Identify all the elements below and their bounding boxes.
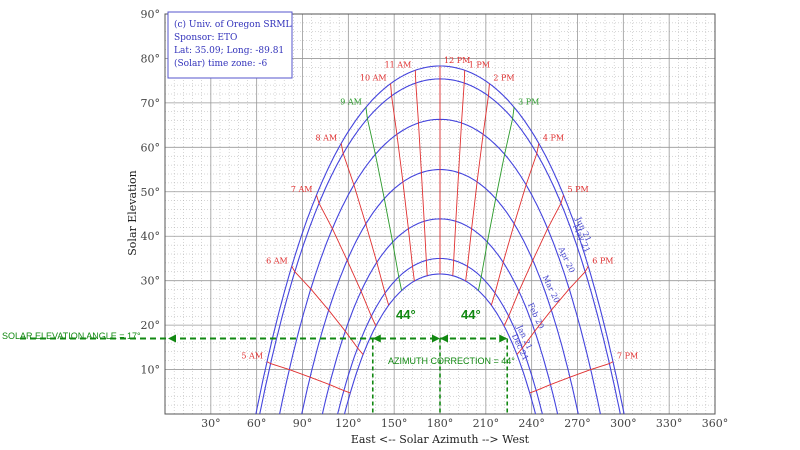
hour-label: 8 AM — [316, 133, 338, 142]
y-tick-label: 50° — [141, 186, 161, 199]
arrow-head — [372, 334, 381, 343]
hour-label: 5 PM — [568, 185, 589, 194]
x-tick-label: 330° — [656, 417, 683, 430]
hour-line — [452, 70, 466, 276]
x-tick-label: 270° — [564, 417, 591, 430]
hour-line — [477, 107, 515, 291]
hour-line — [414, 70, 428, 276]
info-box-frame — [167, 11, 293, 79]
hour-label: 10 AM — [360, 74, 387, 83]
x-tick-label: 180° — [427, 417, 454, 430]
arrow-head — [168, 334, 176, 343]
info-line-4: (Solar) time zone: -6 — [174, 58, 267, 69]
hour-line — [529, 361, 614, 394]
y-tick-label: 10° — [141, 364, 161, 377]
y-tick-label: 90° — [141, 8, 161, 21]
x-tick-label: 360° — [702, 417, 729, 430]
hour-label: 12 PM — [444, 56, 470, 65]
arrow-head — [432, 334, 440, 343]
tick-labels: 30° 60° 90° 120° 150° 180° 210° 240° 270° 300° 330… — [141, 8, 729, 430]
hour-label: 9 AM — [340, 97, 362, 106]
hour-label: 6 AM — [266, 256, 288, 265]
hour-label: 7 PM — [617, 352, 638, 361]
y-tick-label: 40° — [141, 230, 161, 243]
right-angle-label: 44° — [461, 307, 481, 322]
info-box: (c) Univ. of Oregon SRML Sponsor: ETO La… — [167, 11, 293, 79]
elevation-annotation: SOLAR ELEVATION ANGLE = 17° — [2, 331, 141, 341]
y-tick-label: 20° — [141, 319, 161, 332]
hour-line — [266, 361, 351, 394]
hour-label: 4 PM — [543, 133, 564, 142]
y-tick-label: 80° — [141, 52, 161, 65]
annotations: SOLAR ELEVATION ANGLE = 17° AZIMUTH CORR… — [2, 307, 515, 414]
x-tick-label: 30° — [201, 417, 221, 430]
x-tick-label: 120° — [335, 417, 362, 430]
y-axis-title: Solar Elevation — [126, 170, 139, 255]
hour-label: 3 PM — [518, 97, 539, 106]
hour-line — [316, 194, 377, 327]
x-tick-label: 300° — [610, 417, 637, 430]
y-tick-label: 30° — [141, 275, 161, 288]
info-line-3: Lat: 35.09; Long: -89.81 — [174, 46, 284, 56]
hour-lines: 5 AM 6 AM 7 AM 8 AM 9 AM 10 AM 11 AM 12 PM1 PM2… — [241, 56, 638, 394]
hour-line — [503, 194, 564, 327]
plot-frame — [164, 13, 716, 415]
hour-label: 1 PM — [469, 60, 490, 69]
y-tick-label: 70° — [141, 97, 161, 110]
info-line-1: (c) Univ. of Oregon SRML — [174, 19, 292, 30]
hour-label: 2 PM — [493, 74, 514, 83]
hour-line — [465, 83, 490, 282]
hour-label: 7 AM — [291, 185, 313, 194]
y-tick-label: 60° — [141, 141, 161, 154]
x-tick-label: 60° — [247, 417, 267, 430]
hour-line — [490, 143, 540, 306]
hour-line — [516, 266, 589, 355]
x-tick-label: 210° — [473, 417, 500, 430]
hour-label: 6 PM — [592, 256, 613, 265]
info-line-2: Sponsor: ETO — [174, 33, 237, 43]
x-tick-label: 90° — [293, 417, 313, 430]
arrow-head — [499, 334, 508, 343]
hour-line — [291, 266, 364, 355]
x-tick-label: 150° — [381, 417, 408, 430]
left-angle-label: 44° — [396, 307, 416, 322]
hour-label: 5 AM — [241, 352, 263, 361]
hour-line — [365, 107, 403, 291]
x-axis-title: East <-- Solar Azimuth --> West — [351, 433, 530, 446]
hour-line — [340, 143, 390, 306]
x-tick-label: 240° — [518, 417, 545, 430]
arrow-head — [440, 334, 448, 343]
hour-line — [390, 83, 415, 282]
hour-label: 11 AM — [385, 60, 412, 69]
azimuth-annotation: AZIMUTH CORRECTION = 44° — [388, 356, 515, 366]
